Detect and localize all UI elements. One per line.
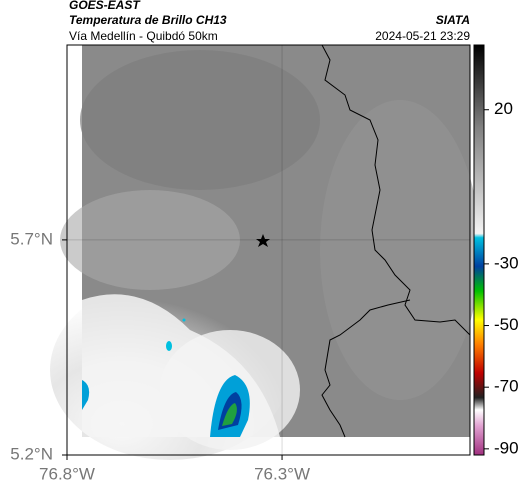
colorbar	[473, 44, 485, 456]
colorbar-label: -50	[494, 315, 519, 334]
datetime: 2024-05-21 23:29	[375, 29, 470, 43]
x-tick-label: 76.8°W	[39, 464, 95, 483]
source: SIATA	[436, 13, 470, 27]
map-image	[50, 44, 480, 460]
colorbar-label: -30	[494, 253, 519, 272]
route: Vía Medellín - Quibdó 50km	[69, 29, 218, 43]
x-tick-label: 76.3°W	[254, 464, 310, 483]
title: GOES-EAST	[69, 0, 141, 12]
colorbar-label: -70	[494, 377, 519, 396]
colorbar-label: 20	[494, 99, 513, 118]
colorbar-label: -90	[494, 438, 519, 457]
y-tick-label: 5.2°N	[10, 444, 53, 463]
y-tick-label: 5.7°N	[10, 229, 53, 248]
subtitle: Temperatura de Brillo CH13	[69, 13, 227, 27]
